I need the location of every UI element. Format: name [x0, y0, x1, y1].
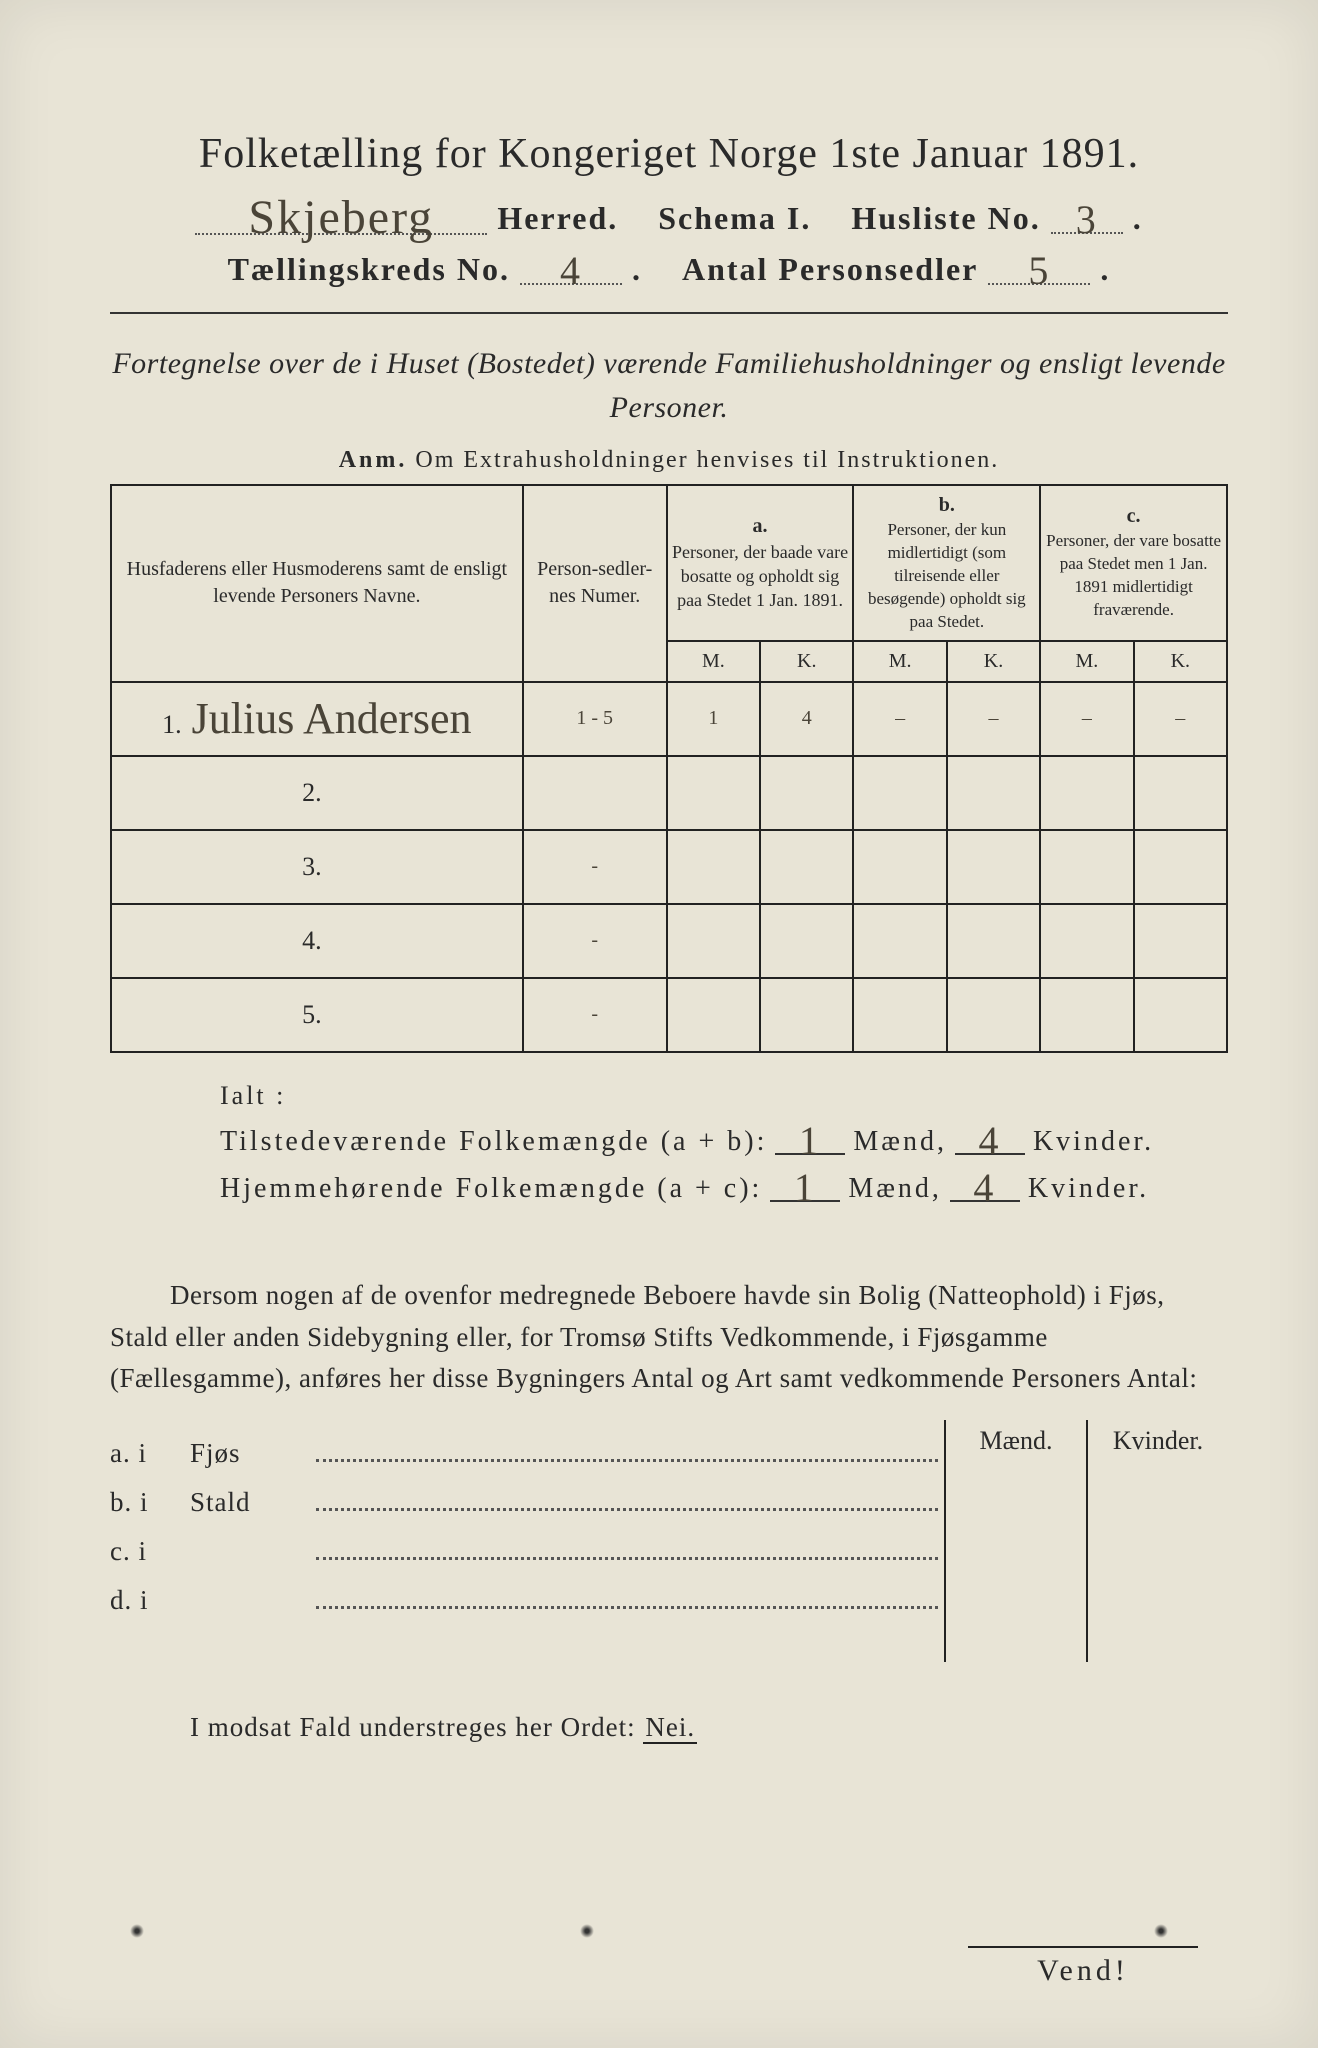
cell-c-k	[1134, 978, 1227, 1052]
cell-num: 1 - 5	[523, 682, 667, 756]
cell-b-m	[853, 830, 946, 904]
totals-block: Ialt : Tilstedeværende Folkemængde (a + …	[220, 1081, 1228, 1205]
cell-c-m: –	[1040, 682, 1133, 756]
antal-label: Antal Personsedler	[682, 251, 978, 288]
cell-b-m: –	[853, 682, 946, 756]
table-row: 1.Julius Andersen1 - 514––––	[111, 682, 1227, 756]
cell-num: -	[523, 830, 667, 904]
vend-label: Vend!	[968, 1946, 1198, 1988]
ialt-label: Ialt :	[220, 1081, 1228, 1111]
cell-name: 2.	[111, 756, 523, 830]
husliste-value: 3	[1051, 208, 1123, 234]
anm-text: Om Extrahusholdninger henvises til Instr…	[415, 447, 999, 473]
annotation-line: Anm. Om Extrahusholdninger henvises til …	[110, 447, 1228, 474]
kreds-label: Tællingskreds No.	[228, 251, 510, 288]
cell-c-k	[1134, 756, 1227, 830]
th-b-m: M.	[853, 641, 946, 682]
sum-line-2: Hjemmehørende Folkemængde (a + c): 1 Mæn…	[220, 1172, 1228, 1205]
side-line: a. iFjøs	[110, 1438, 944, 1469]
cell-b-m	[853, 904, 946, 978]
cell-a-m: 1	[667, 682, 760, 756]
cell-num: -	[523, 978, 667, 1052]
header-row-2: Tællingskreds No. 4 . Antal Personsedler…	[110, 251, 1228, 288]
mk-columns: Mænd. Kvinder.	[944, 1420, 1228, 1662]
cell-b-k	[947, 756, 1040, 830]
nei-word: Nei.	[643, 1712, 697, 1744]
cell-c-k: –	[1134, 682, 1227, 756]
th-c: c. Personer, der vare bosatte paa Stedet…	[1040, 485, 1227, 641]
th-a: a. Personer, der baade vare bosatte og o…	[667, 485, 854, 641]
cell-b-k: –	[947, 682, 1040, 756]
herred-label: Herred.	[497, 200, 618, 237]
cell-a-k	[760, 756, 853, 830]
subtitle: Fortegnelse over de i Huset (Bostedet) v…	[110, 342, 1228, 429]
th-b: b. Personer, der kun midlertidigt (som t…	[853, 485, 1040, 641]
th-c-k: K.	[1134, 641, 1227, 682]
page-title: Folketælling for Kongeriget Norge 1ste J…	[110, 130, 1228, 178]
sum2-m: 1	[770, 1176, 840, 1202]
cell-name: 3.	[111, 830, 523, 904]
th-a-m: M.	[667, 641, 760, 682]
cell-b-k	[947, 830, 1040, 904]
cell-c-m	[1040, 978, 1133, 1052]
cell-b-m	[853, 756, 946, 830]
cell-name: 5.	[111, 978, 523, 1052]
antal-value: 5	[988, 259, 1090, 285]
anm-prefix: Anm.	[339, 447, 408, 473]
side-building-table: a. iFjøs b. iStald c. i d. i Mænd. Kvinder.	[110, 1420, 1228, 1662]
header-row-1: Skjeberg Herred. Schema I. Husliste No. …	[110, 200, 1228, 237]
cell-num: -	[523, 904, 667, 978]
cell-a-m	[667, 978, 760, 1052]
th-name: Husfaderens eller Husmoderens samt de en…	[111, 485, 523, 682]
table-row: 4.-	[111, 904, 1227, 978]
cell-c-m	[1040, 904, 1133, 978]
cell-a-m	[667, 904, 760, 978]
mk-head-m: Mænd.	[944, 1420, 1086, 1462]
cell-c-m	[1040, 756, 1133, 830]
sum1-m: 1	[775, 1129, 845, 1155]
mk-head-k: Kvinder.	[1086, 1420, 1228, 1462]
cell-a-k	[760, 978, 853, 1052]
cell-b-k	[947, 904, 1040, 978]
side-building-paragraph: Dersom nogen af de ovenfor medregnede Be…	[110, 1275, 1228, 1401]
cell-b-k	[947, 978, 1040, 1052]
ink-dot	[1154, 1924, 1168, 1938]
husliste-label: Husliste No.	[851, 200, 1040, 237]
cell-a-k	[760, 904, 853, 978]
cell-name: 1.Julius Andersen	[111, 682, 523, 756]
ink-dot	[580, 1924, 594, 1938]
cell-c-k	[1134, 830, 1227, 904]
header-divider	[110, 312, 1228, 314]
table-row: 5.-	[111, 978, 1227, 1052]
th-num: Person-sedler-nes Numer.	[523, 485, 667, 682]
side-line: b. iStald	[110, 1487, 944, 1518]
table-row: 3.-	[111, 830, 1227, 904]
schema-label: Schema I.	[658, 200, 811, 237]
cell-b-m	[853, 978, 946, 1052]
th-b-k: K.	[947, 641, 1040, 682]
sum-line-1: Tilstedeværende Folkemængde (a + b): 1 M…	[220, 1125, 1228, 1158]
nei-line: I modsat Fald understreges her Ordet: Ne…	[110, 1712, 1228, 1743]
cell-c-k	[1134, 904, 1227, 978]
ink-dot	[130, 1924, 144, 1938]
kreds-value: 4	[520, 259, 622, 285]
cell-a-m	[667, 830, 760, 904]
cell-a-k: 4	[760, 682, 853, 756]
th-a-k: K.	[760, 641, 853, 682]
th-c-m: M.	[1040, 641, 1133, 682]
side-line: d. i	[110, 1585, 944, 1616]
cell-num	[523, 756, 667, 830]
sum2-k: 4	[950, 1176, 1020, 1202]
cell-a-k	[760, 830, 853, 904]
sum1-k: 4	[955, 1129, 1025, 1155]
cell-c-m	[1040, 830, 1133, 904]
cell-a-m	[667, 756, 760, 830]
table-row: 2.	[111, 756, 1227, 830]
herred-value: Skjeberg	[195, 204, 487, 235]
side-line: c. i	[110, 1536, 944, 1567]
census-table: Husfaderens eller Husmoderens samt de en…	[110, 484, 1228, 1053]
cell-name: 4.	[111, 904, 523, 978]
census-form-page: Folketælling for Kongeriget Norge 1ste J…	[0, 0, 1318, 2048]
